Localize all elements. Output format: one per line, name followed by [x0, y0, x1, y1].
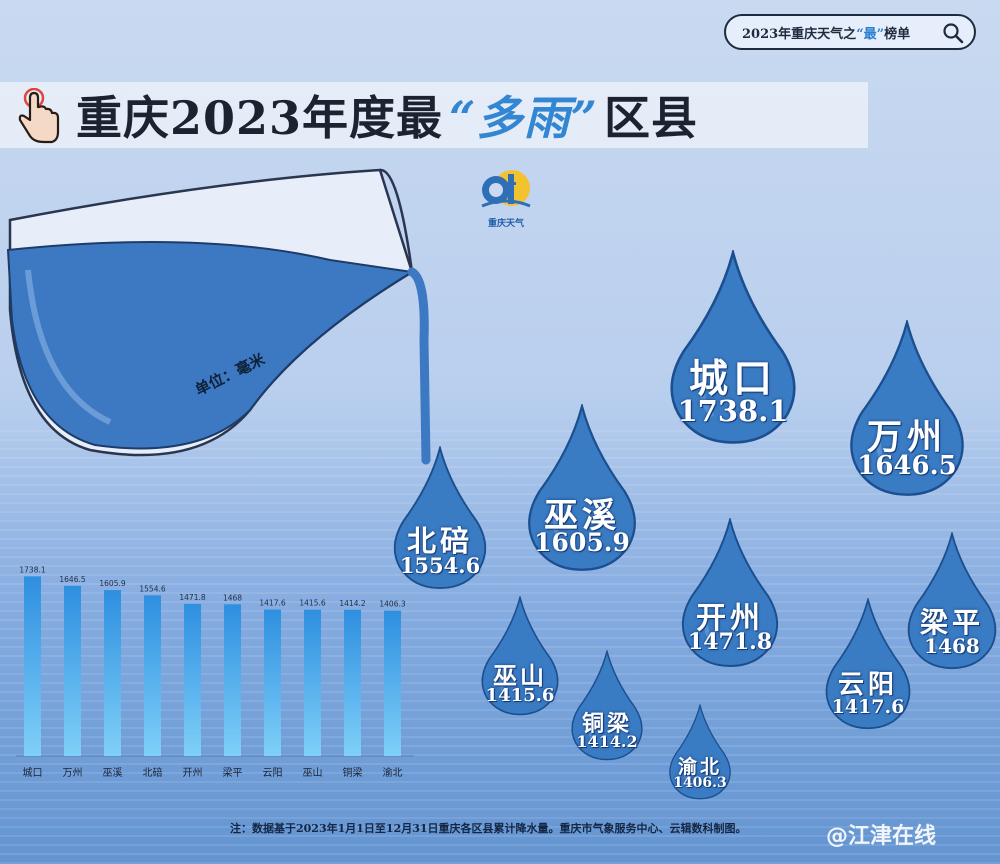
drop-shape: [850, 317, 964, 496]
drop-rainfall-value: 1738.1: [677, 394, 789, 428]
bar-5: [224, 604, 241, 756]
rainfall-bar-chart: 1738.1 城口 1646.5 万州 1605.9 巫溪 1554.6 北碚 1471.8 开州…: [16, 565, 414, 779]
drop-shape: [670, 247, 796, 444]
bar-9: [384, 610, 401, 756]
rain-drop-5: 梁平 1468: [906, 530, 998, 670]
drop-district-name: 城口: [688, 356, 777, 402]
drop-rainfall-value: 1414.2: [576, 732, 638, 751]
bar-category-label: 渝北: [383, 766, 403, 779]
chongqing-weather-logo: 重庆天气: [476, 166, 536, 236]
drop-rainfall-value: 1605.9: [534, 528, 630, 557]
pointing-hand-icon: [18, 88, 60, 144]
search-icon: [943, 23, 964, 44]
bar-value-label: 1417.6: [259, 599, 285, 608]
bar-category-label: 铜梁: [343, 766, 363, 779]
drop-shape: [669, 702, 731, 800]
drop-shape: [825, 596, 911, 730]
page-title: 重庆2023年度最 “多雨” 区县: [76, 82, 698, 148]
drop-rainfall-value: 1417.6: [831, 696, 905, 718]
bar-2: [104, 590, 121, 756]
drop-district-name: 铜梁: [581, 711, 632, 737]
bar-value-label: 1554.6: [139, 584, 165, 593]
bar-6: [264, 609, 281, 756]
drop-shape: [481, 594, 559, 716]
drop-shape: [393, 444, 487, 590]
bar-value-label: 1738.1: [19, 565, 45, 574]
bar-value-label: 1414.2: [339, 599, 365, 608]
bar-value-label: 1415.6: [299, 599, 325, 608]
drop-rainfall-value: 1646.5: [857, 451, 957, 481]
pouring-glass-illustration: [6, 168, 431, 465]
bar-category-label: 万州: [63, 767, 83, 779]
drop-district-name: 开州: [696, 601, 764, 636]
bar-category-label: 北碚: [143, 766, 163, 779]
drop-rainfall-value: 1471.8: [687, 629, 773, 655]
bar-category-label: 巫溪: [103, 767, 123, 779]
badge-highlight: “最”: [856, 26, 885, 42]
ranking-series-badge[interactable]: 2023年重庆天气之 “最” 榜单: [724, 14, 976, 50]
bar-4: [184, 603, 201, 756]
title-suffix: 区县: [603, 91, 698, 145]
drop-shape: [528, 401, 636, 571]
title-band: [0, 82, 868, 148]
rain-drop-8: 铜梁 1414.2: [570, 648, 644, 761]
drop-shape: [681, 516, 779, 668]
drop-district-name: 北碚: [406, 524, 473, 558]
rain-drop-7: 巫山 1415.6: [480, 594, 560, 716]
bar-value-label: 1471.8: [179, 593, 205, 602]
rain-drop-0: 城口 1738.1: [668, 247, 798, 445]
drop-district-name: 渝北: [677, 756, 722, 778]
data-footnote: 注：数据基于2023年1月1日至12月31日重庆各区县累计降水量。重庆市气象服务…: [230, 822, 747, 835]
rain-drop-4: 开州 1471.8: [680, 516, 780, 668]
drop-rainfall-value: 1406.3: [673, 775, 727, 791]
bar-category-label: 梁平: [223, 766, 243, 779]
badge-prefix: 2023年重庆天气之: [742, 26, 857, 42]
bar-8: [344, 609, 361, 756]
bar-value-label: 1646.5: [59, 575, 85, 584]
bar-value-label: 1406.3: [379, 600, 405, 609]
drop-rainfall-value: 1468: [924, 634, 980, 658]
bar-7: [304, 609, 321, 756]
bar-category-label: 云阳: [263, 767, 283, 779]
drop-shape: [571, 648, 643, 761]
badge-suffix: 榜单: [884, 26, 911, 42]
bar-category-label: 巫山: [303, 767, 323, 779]
drop-district-name: 巫山: [493, 661, 547, 690]
rain-drop-3: 北碚 1554.6: [392, 444, 488, 590]
drop-district-name: 云阳: [837, 670, 898, 700]
drop-district-name: 巫溪: [544, 496, 620, 536]
bar-1: [64, 585, 81, 756]
drop-shape: [907, 530, 997, 670]
rain-drop-2: 巫溪 1605.9: [526, 401, 638, 572]
drop-rainfall-value: 1415.6: [485, 685, 555, 706]
drop-rainfall-value: 1554.6: [399, 553, 481, 578]
drop-district-name: 万州: [866, 417, 947, 458]
bar-3: [144, 595, 161, 756]
drop-district-name: 梁平: [919, 606, 984, 639]
logo-text: 重庆天气: [487, 219, 524, 229]
title-prefix: 重庆2023年度最: [76, 91, 444, 145]
rain-drop-9: 渝北 1406.3: [668, 702, 732, 800]
bar-category-label: 城口: [23, 767, 43, 779]
logo-icon: [481, 170, 531, 208]
title-highlight: “多雨”: [449, 91, 598, 145]
bar-category-label: 开州: [183, 767, 203, 779]
watermark: @江津在线: [826, 824, 937, 849]
bar-value-label: 1605.9: [99, 579, 125, 588]
rain-drop-6: 云阳 1417.6: [824, 596, 912, 730]
bar-0: [24, 576, 41, 756]
rain-drop-1: 万州 1646.5: [848, 317, 966, 497]
bar-value-label: 1468: [223, 593, 242, 602]
